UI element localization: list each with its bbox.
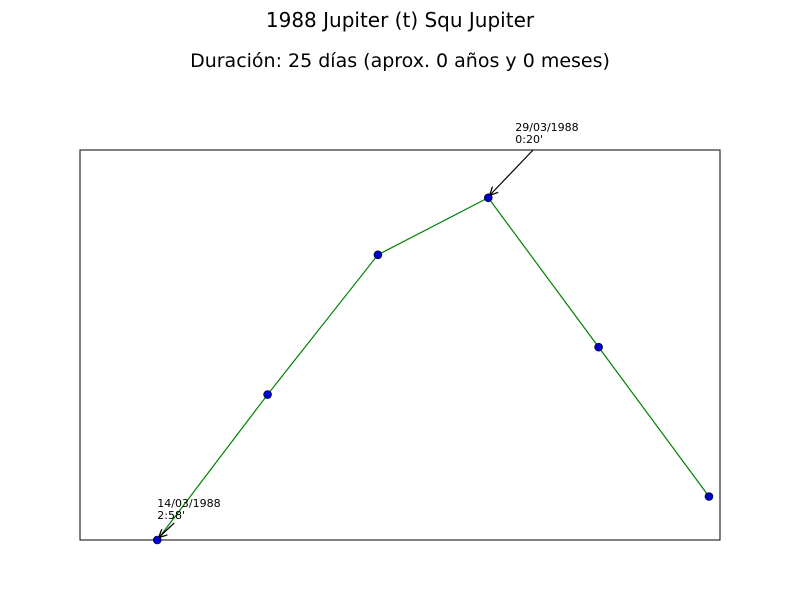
axes-frame	[79, 149, 721, 541]
annotation-arrow	[159, 522, 175, 537]
annotation-label: 0:20'	[515, 133, 543, 146]
data-point	[152, 535, 162, 545]
data-point	[704, 492, 714, 501]
chart-title: 1988 Jupiter (t) Squ Jupiter	[265, 8, 535, 32]
data-point	[263, 390, 272, 399]
annotation-label: 29/03/1988	[515, 121, 578, 134]
data-point	[594, 342, 603, 352]
chart-subtitle: Duración: 25 días (aprox. 0 años y 0 mes…	[190, 50, 610, 72]
annotation-label: 2:58'	[157, 509, 185, 522]
annotation-label: 14/03/1988	[157, 497, 220, 510]
annotation-arrow	[490, 149, 534, 195]
data-point	[483, 193, 493, 203]
series-line	[156, 197, 710, 541]
data-point	[373, 250, 383, 260]
